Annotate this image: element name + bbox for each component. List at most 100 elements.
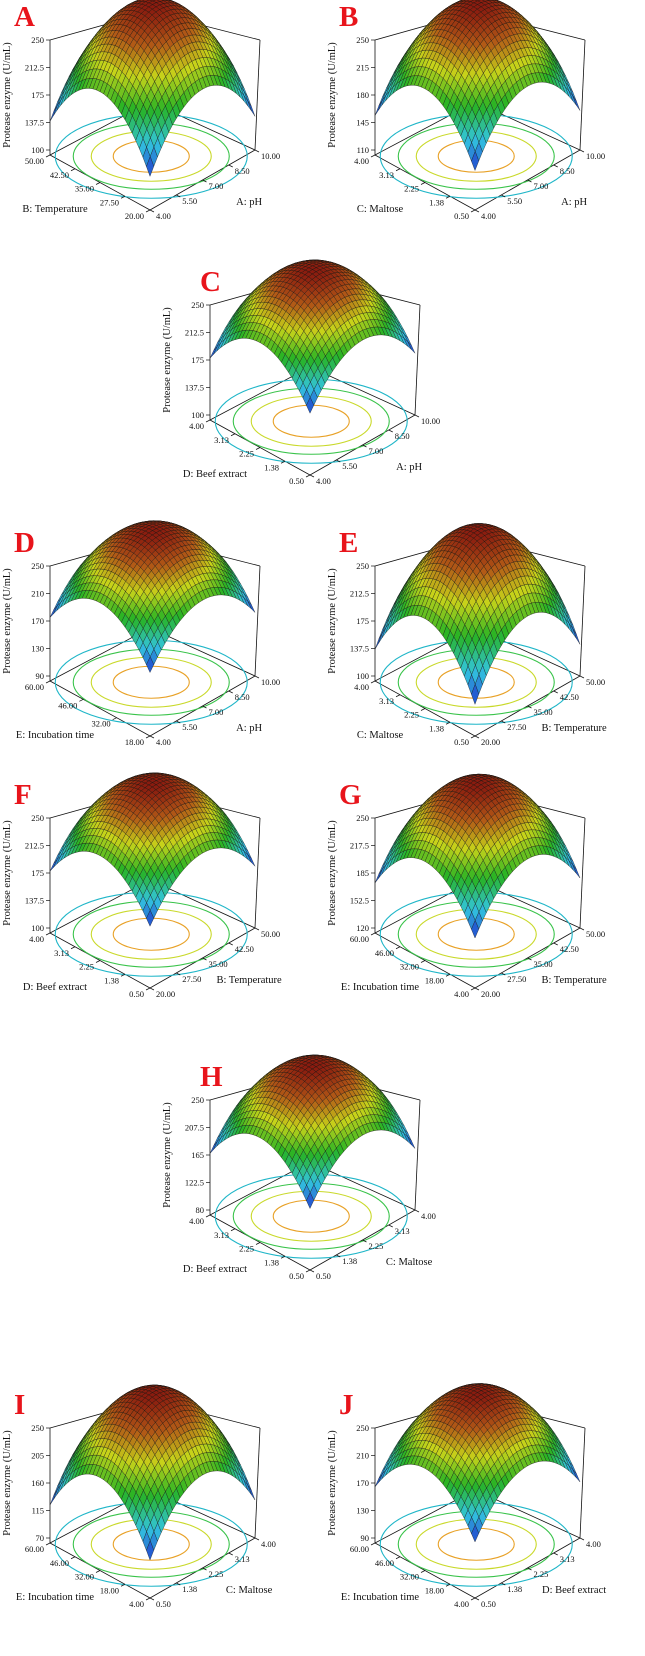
right-axis-tick-label: 5.50 <box>342 461 357 471</box>
right-axis-tick-label: 27.50 <box>507 722 526 732</box>
left-axis-tick-mark <box>79 699 83 701</box>
right-axis-label: A: pH <box>236 723 262 734</box>
left-axis-tick-label: 27.50 <box>100 197 119 207</box>
right-axis-label: A: pH <box>236 197 262 208</box>
left-axis-tick-mark <box>146 988 150 990</box>
right-axis-tick-label: 4.00 <box>156 211 171 221</box>
left-axis-tick-label: 0.50 <box>129 989 144 999</box>
left-axis-tick-mark <box>96 961 100 963</box>
right-vertical-edge <box>580 566 585 676</box>
right-axis-tick-mark <box>150 988 154 990</box>
left-axis-label: E: Incubation time <box>16 730 94 741</box>
z-tick-label: 250 <box>31 561 44 571</box>
right-axis-tick-label: 10.00 <box>261 151 280 161</box>
panel-label: E <box>339 527 358 559</box>
z-tick-label: 137.5 <box>350 644 369 654</box>
surface-facet <box>248 101 255 117</box>
right-axis-tick-label: 7.00 <box>209 181 224 191</box>
right-axis-tick-label: 10.00 <box>586 151 605 161</box>
left-axis-tick-mark <box>421 183 425 185</box>
left-axis-label: C: Maltose <box>357 730 404 741</box>
right-axis-tick-mark <box>554 165 558 167</box>
left-axis-tick-mark <box>396 695 400 697</box>
left-axis-tick-label: 1.38 <box>429 197 444 207</box>
response-surface-mesh <box>210 260 415 413</box>
left-axis-tick-label: 46.00 <box>58 700 77 710</box>
z-tick-label: 175 <box>356 616 369 626</box>
left-axis-tick-label: 42.50 <box>50 170 69 180</box>
right-axis-tick-mark <box>475 210 479 212</box>
surface-facet <box>50 859 57 871</box>
surface-facet <box>375 633 382 649</box>
z-tick-label: 170 <box>31 616 44 626</box>
right-axis-tick-mark <box>580 150 584 152</box>
left-axis-tick-mark <box>231 434 235 436</box>
left-axis-tick-label: 2.25 <box>404 184 419 194</box>
right-axis-tick-label: 20.00 <box>156 989 175 999</box>
left-axis-label: D: Beef extract <box>23 982 87 993</box>
left-axis-tick-mark <box>146 736 150 738</box>
z-tick-label: 212.5 <box>185 328 204 338</box>
surface-facet <box>210 346 217 358</box>
left-axis-tick-mark <box>71 947 75 949</box>
left-axis-label: B: Temperature <box>22 204 88 215</box>
right-axis-label: A: pH <box>396 462 422 473</box>
z-tick-label: 250 <box>31 813 44 823</box>
right-axis-tick-label: 8.50 <box>560 166 575 176</box>
left-axis-tick-mark <box>96 183 100 185</box>
z-tick-label: 175 <box>31 90 44 100</box>
left-axis-tick-label: 3.13 <box>214 435 229 445</box>
right-axis-tick-mark <box>255 676 259 678</box>
left-axis-tick-mark <box>306 475 310 477</box>
left-axis-tick-mark <box>396 169 400 171</box>
left-axis-label: D: Beef extract <box>183 469 247 480</box>
panel-label: C <box>200 266 221 298</box>
left-axis-tick-mark <box>471 210 475 212</box>
surface-facet <box>573 96 580 111</box>
right-axis-tick-label: 5.50 <box>182 196 197 206</box>
left-axis-tick-label: 1.38 <box>429 723 444 733</box>
right-axis-tick-label: 35.00 <box>534 707 553 717</box>
surface-facet <box>50 105 57 121</box>
left-axis-tick-mark <box>206 420 210 422</box>
right-axis-tick-label: 8.50 <box>235 166 250 176</box>
left-axis-tick-mark <box>46 933 50 935</box>
left-axis-tick-label: 3.13 <box>379 696 394 706</box>
left-axis-tick-label: 1.38 <box>264 462 279 472</box>
z-tick-label: 100 <box>191 410 204 420</box>
right-axis-tick-label: 42.50 <box>560 692 579 702</box>
z-tick-label: 210 <box>31 589 44 599</box>
right-axis-tick-mark <box>310 475 314 477</box>
z-tick-label: 215 <box>356 63 369 73</box>
z-axis-label: Protease enzyme (U/mL) <box>2 42 13 148</box>
right-axis-tick-label: 5.50 <box>182 722 197 732</box>
right-axis-tick-label: 4.00 <box>481 211 496 221</box>
right-axis-tick-mark <box>229 943 233 945</box>
left-axis-tick-label: 35.00 <box>75 184 94 194</box>
left-axis-tick-mark <box>146 210 150 212</box>
left-axis-tick-label: 4.00 <box>189 421 204 431</box>
left-axis-tick-mark <box>46 155 50 157</box>
right-axis-tick-label: 35.00 <box>209 959 228 969</box>
panel-label: F <box>14 779 32 811</box>
left-axis-tick-mark <box>421 709 425 711</box>
right-axis-tick-label: 50.00 <box>586 677 605 687</box>
z-tick-label: 175 <box>191 355 204 365</box>
right-vertical-edge <box>255 566 260 676</box>
surface-facet <box>375 100 382 115</box>
right-axis-tick-mark <box>389 430 393 432</box>
left-axis-tick-label: 4.00 <box>354 682 369 692</box>
left-axis-tick-label: 50.00 <box>25 156 44 166</box>
right-vertical-edge <box>580 818 585 928</box>
surface-facet <box>50 606 57 618</box>
right-axis-tick-label: 4.00 <box>156 737 171 747</box>
left-axis-tick-label: 0.50 <box>454 211 469 221</box>
right-axis-tick-label: 8.50 <box>395 431 410 441</box>
right-axis-tick-mark <box>229 691 233 693</box>
right-axis-tick-mark <box>580 676 584 678</box>
z-tick-label: 137.5 <box>185 383 204 393</box>
